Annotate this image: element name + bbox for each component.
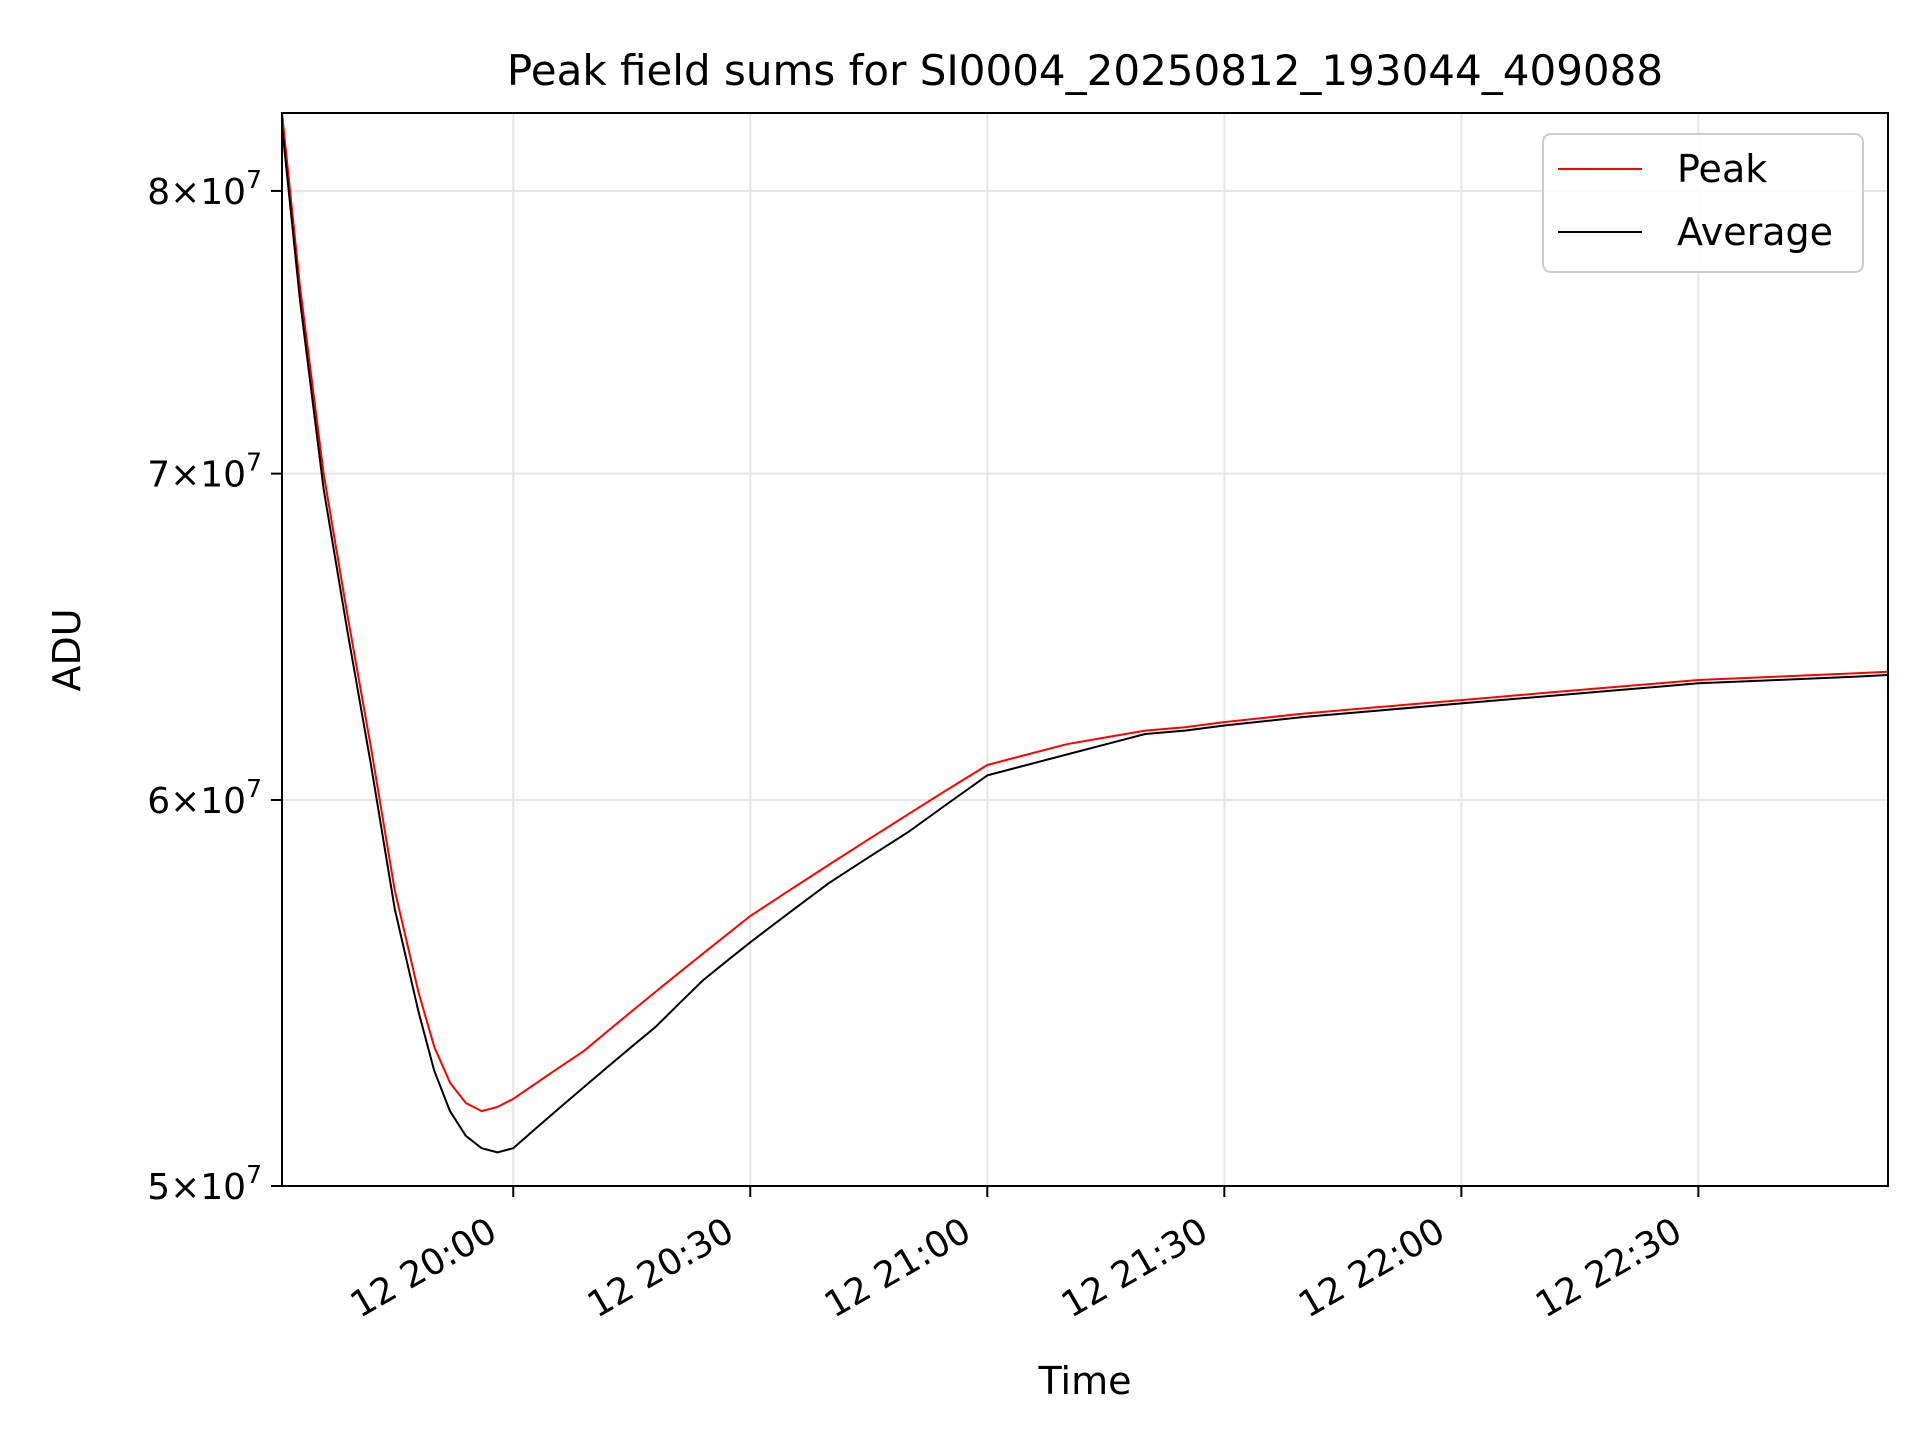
x-axis-label: Time xyxy=(1038,1359,1132,1403)
legend-label-peak: Peak xyxy=(1677,147,1767,191)
legend: Peak Average xyxy=(1542,133,1864,273)
y-tick-label: 6×107 xyxy=(147,774,262,822)
y-tick-label: 8×107 xyxy=(147,165,262,213)
series-line-peak xyxy=(281,112,1889,1113)
y-axis-label: ADU xyxy=(45,608,89,691)
series-line-average xyxy=(281,125,1889,1154)
y-tick-label: 5×107 xyxy=(147,1160,262,1208)
chart-title: Peak field sums for SI0004_20250812_1930… xyxy=(507,46,1663,95)
y-tick-label: 7×107 xyxy=(147,448,262,496)
plot-frame xyxy=(281,112,1889,1187)
legend-label-average: Average xyxy=(1677,210,1833,254)
series-layer xyxy=(281,112,1889,1154)
